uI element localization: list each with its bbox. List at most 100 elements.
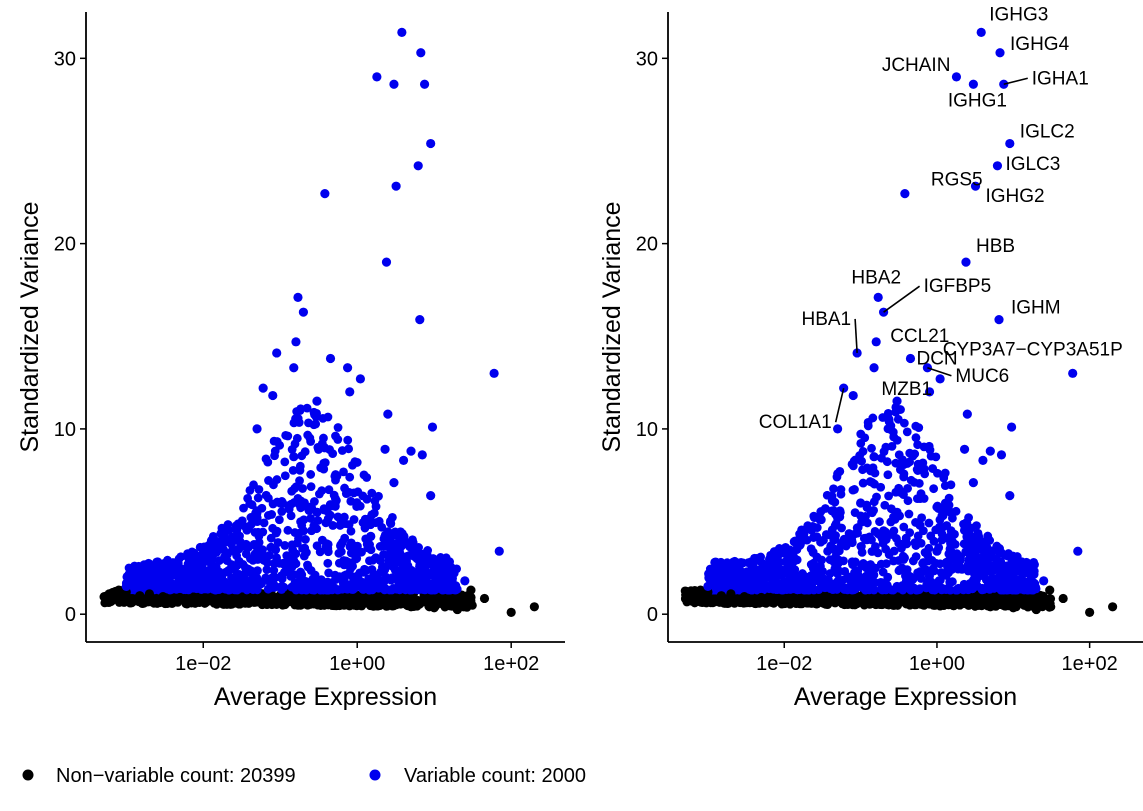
data-point — [901, 539, 912, 549]
variable-point — [331, 575, 340, 584]
variable-point — [280, 471, 290, 481]
variable-point — [430, 585, 439, 595]
variable-point — [829, 506, 838, 515]
data-point — [415, 314, 425, 325]
variable-point — [814, 585, 824, 595]
variable-point — [375, 542, 385, 551]
variable-point — [299, 515, 309, 525]
data-point — [435, 565, 445, 575]
variable-point — [339, 512, 349, 522]
variable-point — [769, 584, 779, 594]
variable-point — [859, 533, 869, 543]
variable-point — [292, 538, 302, 548]
data-point — [779, 548, 789, 558]
data-point — [191, 559, 201, 569]
annotation-leader-line — [927, 367, 952, 377]
variable-point — [227, 560, 236, 569]
data-point — [252, 513, 262, 523]
data-point — [380, 444, 390, 454]
variable-point — [331, 431, 340, 441]
variable-point — [159, 563, 168, 573]
data-point — [298, 526, 309, 536]
variable-point — [204, 569, 214, 579]
variable-point — [286, 511, 296, 521]
x-tick-label: 1e−02 — [175, 653, 231, 675]
variable-point — [858, 465, 867, 475]
variable-point — [178, 580, 188, 590]
variable-point — [307, 584, 317, 594]
variable-point — [792, 545, 802, 554]
variable-point — [288, 465, 298, 475]
variable-point — [208, 580, 218, 590]
variable-point — [348, 585, 358, 594]
variable-point — [383, 527, 393, 537]
data-point — [397, 27, 407, 37]
non-variable-point — [923, 594, 933, 604]
data-point — [924, 387, 935, 397]
data-point — [915, 520, 925, 530]
data-point — [375, 555, 385, 566]
data-point — [268, 390, 278, 401]
variable-point — [239, 503, 248, 513]
variable-point — [945, 506, 955, 516]
x-tick-label: 1e−02 — [756, 653, 812, 675]
data-point — [466, 585, 476, 595]
variable-point — [300, 498, 309, 508]
data-point — [329, 598, 339, 608]
variable-point — [340, 533, 350, 543]
variable-point — [304, 506, 314, 515]
data-point — [391, 181, 401, 191]
variable-point — [905, 528, 915, 538]
data-point — [1001, 572, 1011, 582]
variable-point — [323, 412, 333, 422]
data-point — [389, 542, 399, 553]
data-point — [325, 353, 336, 364]
variable-point — [282, 551, 292, 561]
variable-point — [881, 535, 891, 544]
variable-point — [291, 559, 301, 569]
variable-point — [394, 585, 404, 594]
variable-point — [736, 559, 746, 568]
variable-point — [866, 466, 875, 476]
variable-point — [376, 575, 386, 585]
legend: Non−variable count: 20399 Variable count:… — [22, 765, 586, 787]
variable-point — [923, 549, 932, 559]
data-point — [1022, 600, 1032, 610]
variable-point — [825, 584, 835, 594]
non-variable-point — [915, 593, 924, 602]
variable-point — [209, 563, 219, 573]
variable-point — [948, 577, 957, 587]
data-point — [412, 554, 422, 564]
point-annotation-label: DCN — [916, 349, 957, 370]
variable-point — [807, 574, 817, 583]
point-annotation-label: HBA2 — [851, 267, 901, 288]
variable-point — [266, 542, 276, 552]
variable-point — [272, 553, 281, 563]
variable-point — [333, 512, 343, 522]
variable-point — [915, 567, 925, 576]
variable-point — [338, 578, 348, 588]
variable-point — [311, 419, 321, 429]
variable-point — [286, 570, 296, 580]
variable-point — [303, 562, 313, 572]
variable-point — [270, 451, 279, 461]
data-point — [1022, 579, 1032, 590]
variable-point — [913, 440, 923, 450]
variable-point — [710, 557, 720, 567]
data-point — [892, 507, 902, 517]
variable-point — [152, 557, 162, 567]
variable-point — [877, 578, 887, 588]
variable-point — [1011, 584, 1021, 594]
variable-point — [279, 582, 289, 592]
data-point — [289, 363, 299, 373]
legend-label: Non−variable count: 20399 — [56, 765, 296, 787]
non-variable-point — [1035, 590, 1045, 600]
variable-point — [208, 532, 218, 541]
variable-point — [899, 522, 909, 532]
data-point — [686, 589, 696, 599]
data-point — [970, 181, 981, 191]
variable-point — [290, 582, 300, 592]
variable-point — [293, 414, 303, 423]
variable-point — [924, 441, 934, 451]
variable-point — [903, 483, 912, 493]
